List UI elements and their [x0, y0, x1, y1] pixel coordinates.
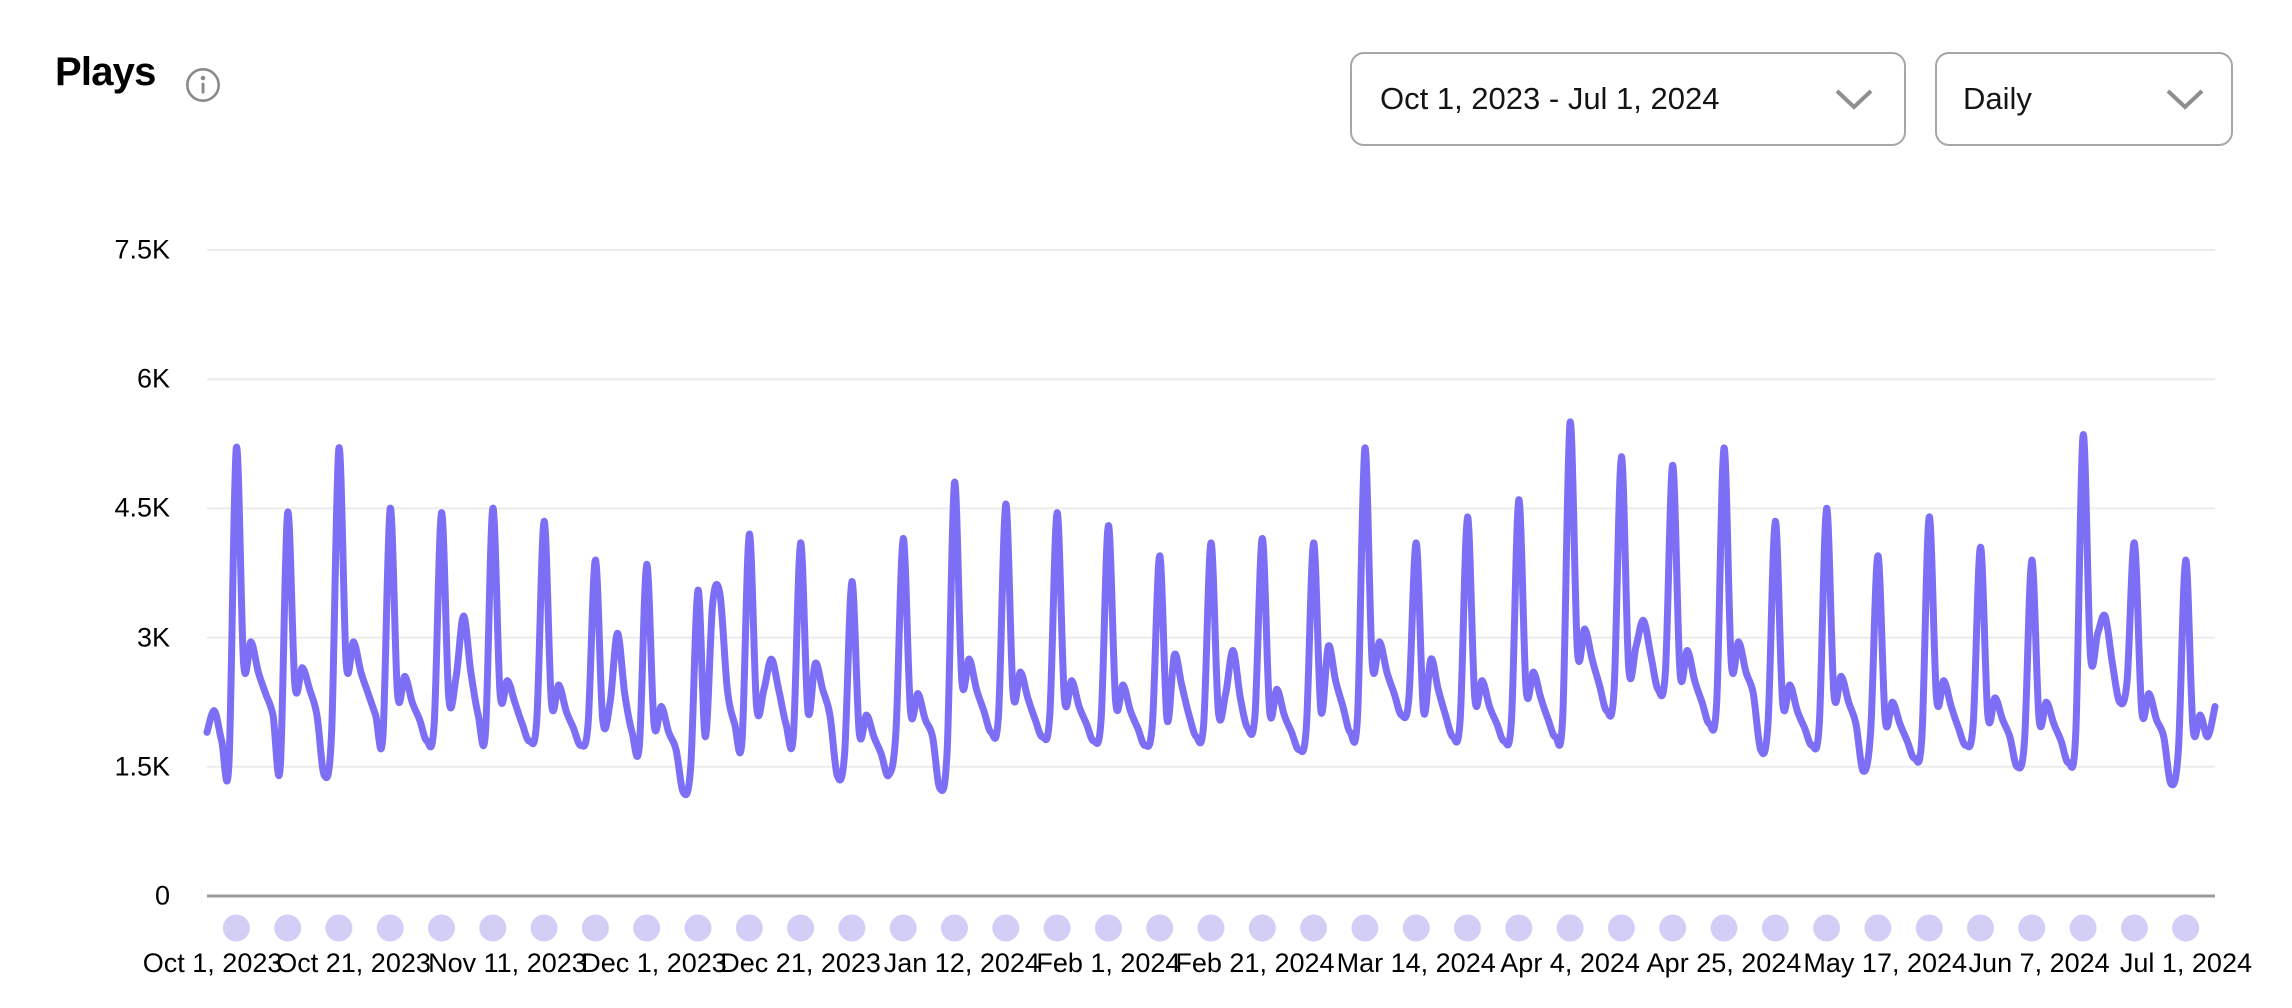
- episode-marker-dot[interactable]: [1607, 914, 1635, 942]
- x-axis-tick-label: May 17, 2024: [1803, 948, 1968, 978]
- episode-marker-dot[interactable]: [479, 914, 507, 942]
- date-range-dropdown[interactable]: Oct 1, 2023 - Jul 1, 2024: [1350, 52, 1906, 146]
- episode-marker-dot[interactable]: [1197, 914, 1225, 942]
- episode-marker-dot[interactable]: [1453, 914, 1481, 942]
- episode-marker-dot[interactable]: [530, 914, 558, 942]
- episode-marker-dot[interactable]: [1300, 914, 1328, 942]
- episode-marker-dot[interactable]: [1813, 914, 1841, 942]
- episode-marker-dot[interactable]: [376, 914, 404, 942]
- x-axis-tick-label: Jul 1, 2024: [2119, 948, 2252, 978]
- x-axis-tick-label: Mar 14, 2024: [1336, 948, 1496, 978]
- episode-marker-dot[interactable]: [274, 914, 302, 942]
- x-axis-tick-label: Nov 11, 2023: [428, 948, 587, 978]
- y-axis-tick-label: 7.5K: [114, 234, 170, 265]
- plays-line-series: [203, 418, 2219, 799]
- episode-marker-dot[interactable]: [787, 914, 815, 942]
- chevron-down-icon: [2166, 89, 2204, 110]
- y-axis-tick-label: 0: [154, 880, 170, 911]
- episode-marker-dot[interactable]: [2069, 914, 2097, 942]
- y-axis-tick-label: 3K: [136, 622, 170, 653]
- x-axis-tick-label: Dec 1, 2023: [581, 948, 727, 978]
- x-axis-tick-label: Dec 21, 2023: [720, 948, 881, 978]
- x-axis-tick-label: Feb 1, 2024: [1036, 948, 1181, 978]
- episode-marker-dot[interactable]: [992, 914, 1020, 942]
- x-axis-tick-label: Jun 7, 2024: [1968, 948, 2110, 978]
- episode-marker-dot[interactable]: [1094, 914, 1122, 942]
- episode-marker-dot[interactable]: [1556, 914, 1584, 942]
- y-axis-tick-label: 4.5K: [114, 492, 170, 523]
- episode-marker-dot[interactable]: [325, 914, 353, 942]
- episode-marker-dot[interactable]: [1761, 914, 1789, 942]
- episode-marker-dot[interactable]: [581, 914, 609, 942]
- x-axis-tick-label: Oct 1, 2023: [142, 948, 283, 978]
- info-icon[interactable]: [184, 66, 222, 104]
- episode-marker-dot[interactable]: [1146, 914, 1174, 942]
- episode-marker-dot[interactable]: [1043, 914, 1071, 942]
- x-axis-tick-label: Feb 21, 2024: [1175, 948, 1335, 978]
- granularity-dropdown[interactable]: Daily: [1935, 52, 2233, 146]
- episode-marker-dot[interactable]: [2018, 914, 2046, 942]
- x-axis-tick-label: Apr 4, 2024: [1500, 948, 1640, 978]
- episode-marker-dot[interactable]: [1505, 914, 1533, 942]
- episode-marker-dot[interactable]: [1864, 914, 1892, 942]
- x-axis-tick-label: Jan 12, 2024: [883, 948, 1040, 978]
- x-axis-tick-label: Apr 25, 2024: [1646, 948, 1802, 978]
- granularity-value: Daily: [1963, 81, 2032, 116]
- episode-marker-dot[interactable]: [633, 914, 661, 942]
- chevron-down-icon: [1835, 89, 1873, 110]
- episode-marker-dot[interactable]: [2172, 914, 2200, 942]
- episode-marker-dot[interactable]: [838, 914, 866, 942]
- episode-marker-dot[interactable]: [941, 914, 969, 942]
- episode-marker-dot[interactable]: [222, 914, 250, 942]
- date-range-value: Oct 1, 2023 - Jul 1, 2024: [1380, 81, 1720, 116]
- episode-marker-dot[interactable]: [1966, 914, 1994, 942]
- episode-marker-dot[interactable]: [889, 914, 917, 942]
- page-title: Plays: [55, 50, 156, 94]
- episode-marker-dot[interactable]: [428, 914, 456, 942]
- episode-marker-dot[interactable]: [1402, 914, 1430, 942]
- y-axis-tick-label: 6K: [136, 363, 170, 394]
- episode-marker-dot[interactable]: [2120, 914, 2148, 942]
- episode-marker-dot[interactable]: [1659, 914, 1687, 942]
- x-axis-tick-label: Oct 21, 2023: [276, 948, 431, 978]
- episode-marker-dot[interactable]: [735, 914, 763, 942]
- episode-marker-dot[interactable]: [1710, 914, 1738, 942]
- episode-marker-dot[interactable]: [1248, 914, 1276, 942]
- episode-marker-dot[interactable]: [1351, 914, 1379, 942]
- y-axis-tick-label: 1.5K: [114, 751, 170, 782]
- episode-marker-dot[interactable]: [1915, 914, 1943, 942]
- episode-marker-dot[interactable]: [684, 914, 712, 942]
